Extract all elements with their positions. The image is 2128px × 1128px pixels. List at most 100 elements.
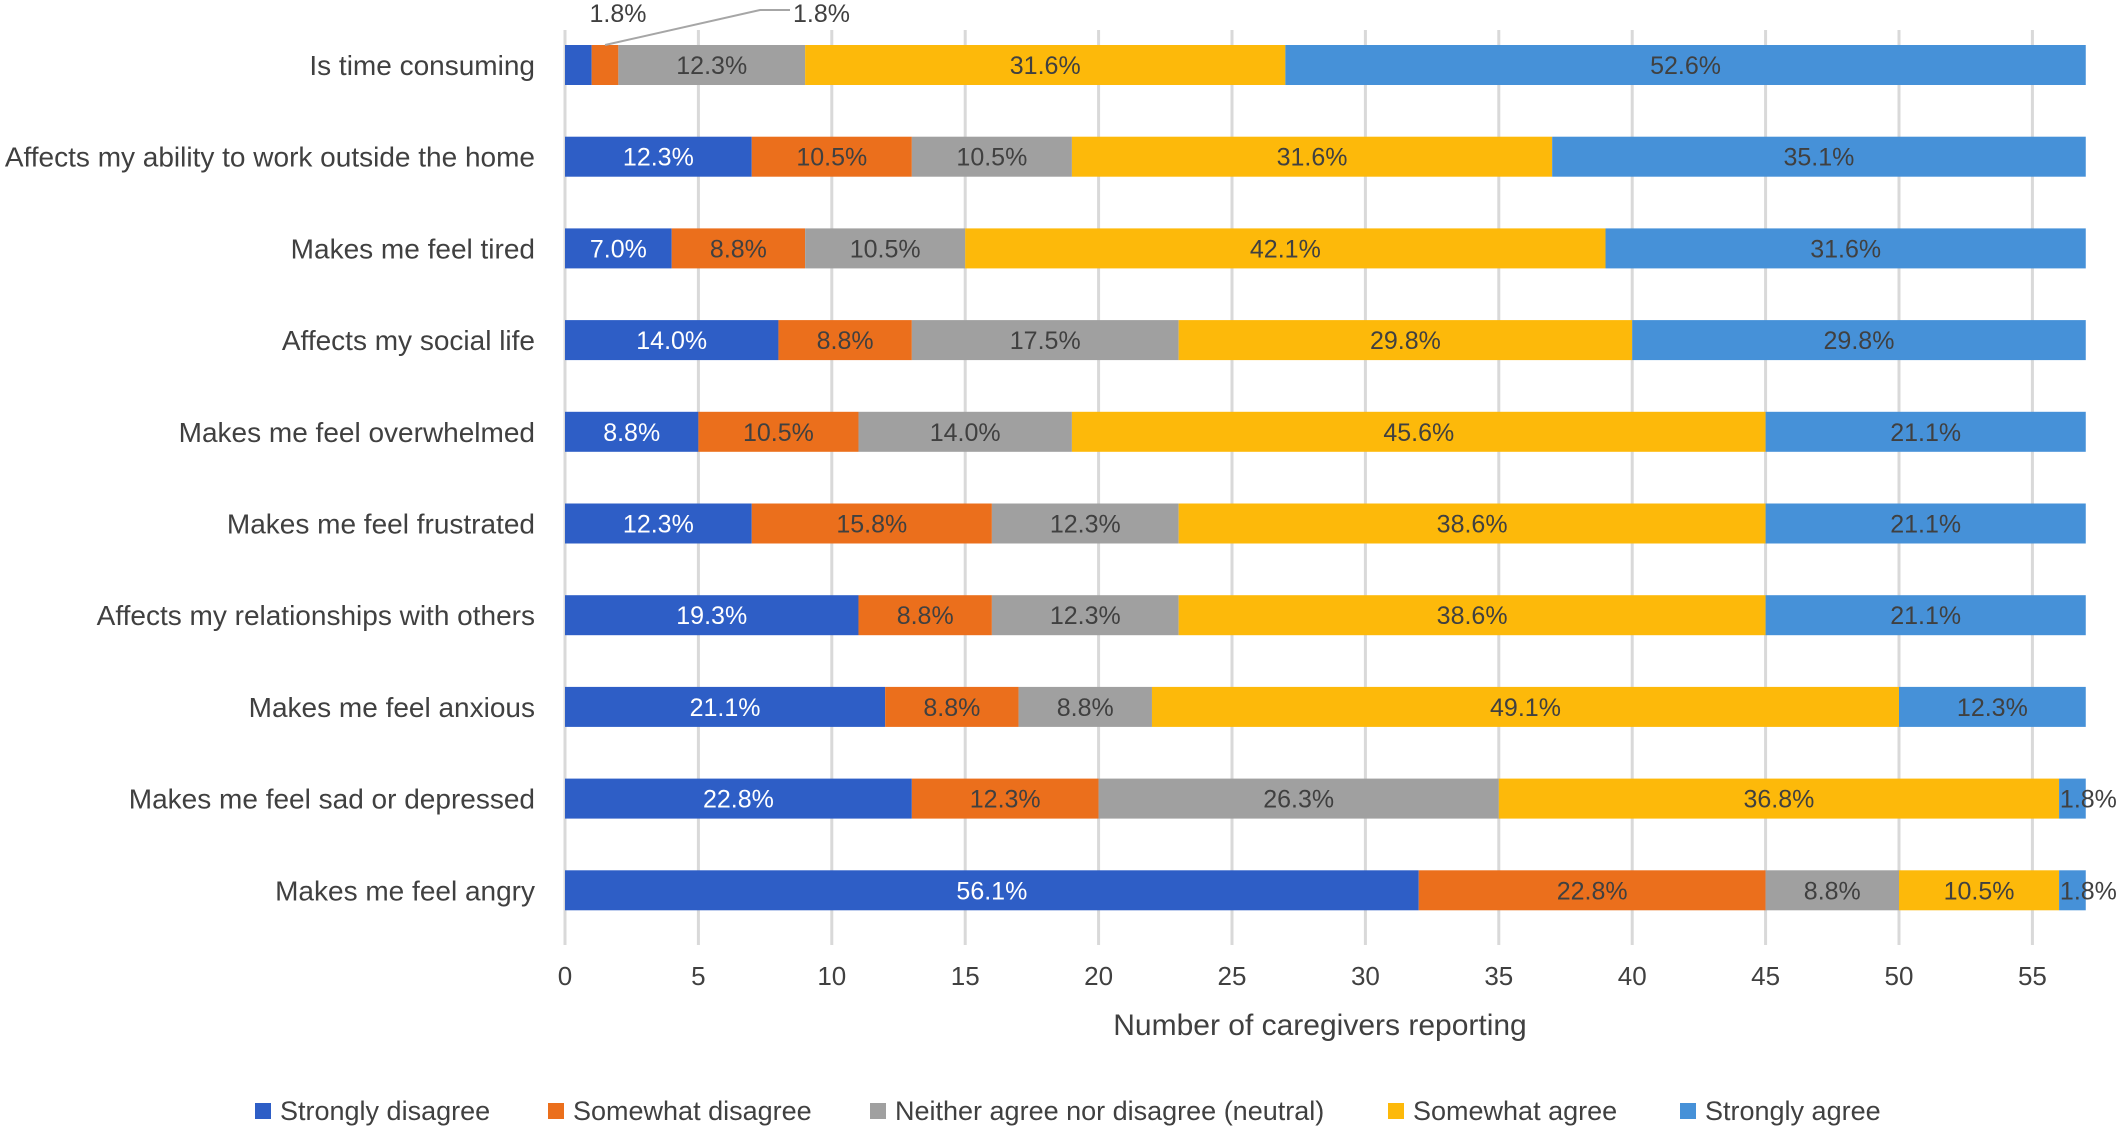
data-label: 22.8% <box>1557 877 1628 905</box>
bar-segment <box>1178 595 1766 636</box>
category-label: Affects my relationships with others <box>97 600 535 631</box>
bar-segment <box>805 45 1286 85</box>
category-label: Makes me feel angry <box>275 875 535 906</box>
category-label: Makes me feel overwhelmed <box>179 417 535 448</box>
bar-segment <box>911 778 1099 819</box>
data-label: 8.8% <box>603 419 660 447</box>
data-label: 19.3% <box>676 602 747 630</box>
legend-label: Somewhat disagree <box>573 1096 812 1126</box>
category-label: Makes me feel tired <box>291 233 535 264</box>
bar-segment <box>1899 686 2086 727</box>
data-label: 52.6% <box>1650 52 1721 80</box>
data-label: 35.1% <box>1784 144 1855 172</box>
data-label: 12.3% <box>970 786 1041 814</box>
bar-segment <box>565 870 1419 911</box>
x-tick-label: 35 <box>1484 961 1513 991</box>
x-tick-label: 40 <box>1618 961 1647 991</box>
category-label: Makes me feel frustrated <box>227 509 535 540</box>
bar-segment <box>1285 45 2086 85</box>
data-label: 14.0% <box>636 327 707 355</box>
x-tick-label: 50 <box>1885 961 1914 991</box>
bar-segment <box>965 228 1606 269</box>
data-label: 21.1% <box>690 694 761 722</box>
data-label: 8.8% <box>923 694 980 722</box>
data-label: 10.5% <box>1944 877 2015 905</box>
bar-segment <box>1178 320 1633 361</box>
bar-segment <box>858 595 992 636</box>
bar-segment <box>805 228 966 269</box>
data-label: 31.6% <box>1277 144 1348 172</box>
data-label: 12.3% <box>676 52 747 80</box>
category-labels: Is time consuming Affects my ability to w… <box>5 50 535 906</box>
bar-segment <box>991 503 1179 544</box>
data-label: 29.8% <box>1824 327 1895 355</box>
bar-segment <box>991 595 1179 636</box>
data-label: 15.8% <box>836 511 907 539</box>
legend-label: Somewhat agree <box>1413 1096 1617 1126</box>
data-label: 29.8% <box>1370 327 1441 355</box>
bar-segment <box>1765 503 2086 544</box>
x-axis-title: Number of caregivers reporting <box>1113 1009 1527 1042</box>
x-tick-label: 25 <box>1218 961 1247 991</box>
data-label: 10.5% <box>850 235 921 263</box>
data-label: 31.6% <box>1810 235 1881 263</box>
x-tick-label: 10 <box>817 961 846 991</box>
bar-segment <box>1418 870 1766 911</box>
bar-segment <box>565 228 672 269</box>
bar-segment <box>778 320 912 361</box>
legend: Strongly disagree Somewhat disagree Neithe… <box>255 1096 1881 1126</box>
legend-swatch <box>255 1103 271 1119</box>
bar-segment <box>911 136 1072 177</box>
bar-segment <box>911 320 1179 361</box>
bar-segment <box>565 136 752 177</box>
legend-swatch <box>870 1103 886 1119</box>
bar-segment <box>565 320 779 361</box>
data-label: 12.3% <box>1050 511 1121 539</box>
x-tick-labels: 0 5 10 15 20 25 30 35 40 45 50 55 <box>558 961 2047 991</box>
data-label: 8.8% <box>710 235 767 263</box>
data-label: 1.8% <box>590 0 647 28</box>
bar-segment <box>1018 686 1152 727</box>
data-label: 26.3% <box>1263 786 1334 814</box>
data-label: 36.8% <box>1743 786 1814 814</box>
bar-segment <box>751 136 912 177</box>
bar-segment <box>858 411 1072 452</box>
legend-swatch <box>1680 1103 1696 1119</box>
category-label: Affects my social life <box>282 325 535 356</box>
data-label: 12.3% <box>1957 694 2028 722</box>
bar-segment <box>698 411 859 452</box>
leader-line <box>604 9 790 46</box>
data-label: 12.3% <box>1050 602 1121 630</box>
x-tick-label: 20 <box>1084 961 1113 991</box>
data-label: 49.1% <box>1490 694 1561 722</box>
bar-segment <box>1178 503 1766 544</box>
bar-segment <box>1765 411 2086 452</box>
data-label: 21.1% <box>1890 602 1961 630</box>
bar-segment <box>1552 136 2086 177</box>
bar-segment <box>1605 228 2086 269</box>
data-label: 14.0% <box>930 419 1001 447</box>
data-label: 21.1% <box>1890 419 1961 447</box>
data-label: 8.8% <box>1804 877 1861 905</box>
bar-segment <box>1765 870 1899 911</box>
bar-segment <box>565 45 592 85</box>
x-tick-label: 55 <box>2018 961 2047 991</box>
category-label: Makes me feel sad or depressed <box>129 784 535 815</box>
bar-segment <box>1498 778 2060 819</box>
category-label: Is time consuming <box>309 50 535 81</box>
bar-segment <box>2059 778 2086 819</box>
category-label: Makes me feel anxious <box>249 692 535 723</box>
bar-segment <box>1632 320 2086 361</box>
x-tick-label: 5 <box>691 961 705 991</box>
legend-label: Strongly disagree <box>280 1096 490 1126</box>
data-label: 10.5% <box>796 144 867 172</box>
legend-label: Strongly agree <box>1705 1096 1881 1126</box>
data-label: 10.5% <box>956 144 1027 172</box>
data-label: 21.1% <box>1890 511 1961 539</box>
bar-segment <box>1071 411 1766 452</box>
bar-segment <box>618 45 806 85</box>
data-label: 8.8% <box>897 602 954 630</box>
data-label: 38.6% <box>1437 602 1508 630</box>
data-label: 42.1% <box>1250 235 1321 263</box>
